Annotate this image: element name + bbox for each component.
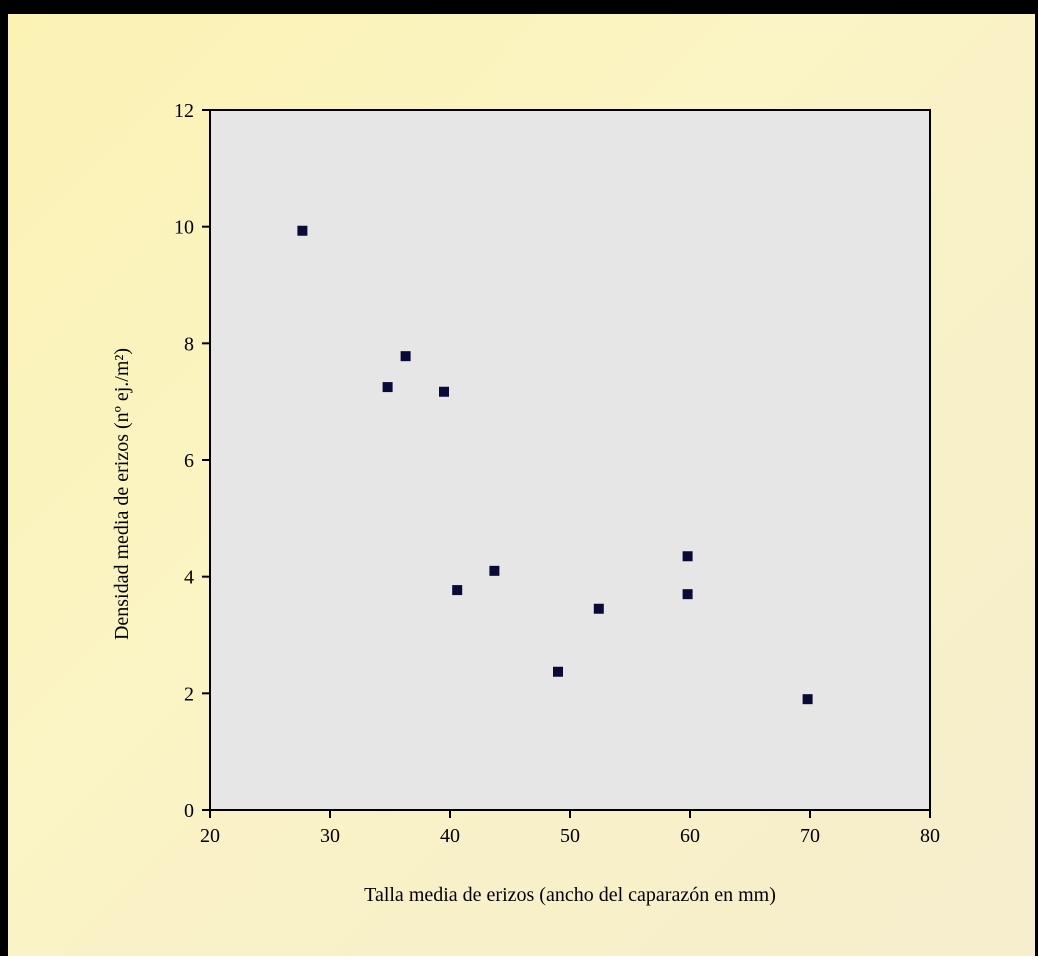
data-point [682, 551, 693, 562]
y-tick-label: 8 [184, 333, 194, 355]
y-axis-ticks: 0 2 4 6 8 10 12 [174, 100, 210, 822]
y-axis-title: Densidad media de erizos (nº ej./m²) [111, 348, 133, 640]
data-point [452, 585, 463, 596]
x-tick-label: 80 [920, 825, 940, 847]
x-axis-ticks: 20 30 40 50 60 70 80 [200, 810, 940, 847]
y-tick-label: 0 [184, 800, 194, 822]
data-point [553, 666, 563, 677]
plot-area [209, 109, 931, 811]
x-tick-label: 30 [320, 825, 340, 847]
data-point [400, 351, 411, 362]
y-tick-label: 12 [174, 100, 194, 122]
x-tick-label: 70 [800, 825, 820, 847]
x-axis-title: Talla media de erizos (ancho del caparaz… [364, 884, 776, 906]
data-point [297, 225, 308, 236]
data-point [439, 386, 449, 397]
data-point [802, 694, 813, 705]
data-point [489, 565, 500, 576]
data-points [297, 225, 813, 705]
x-tick-label: 50 [560, 825, 580, 847]
y-tick-label: 6 [184, 450, 194, 472]
data-point [682, 589, 693, 600]
y-tick-label: 4 [184, 567, 194, 589]
x-tick-label: 20 [200, 825, 220, 847]
y-tick-label: 10 [174, 217, 194, 239]
data-point [382, 382, 393, 393]
x-tick-label: 40 [440, 825, 460, 847]
x-tick-label: 60 [680, 825, 700, 847]
scatter-chart: 20 30 40 50 60 70 80 0 2 4 6 8 10 12 Talla media de … [111, 100, 940, 906]
y-tick-label: 2 [184, 683, 194, 705]
data-point [593, 603, 604, 614]
